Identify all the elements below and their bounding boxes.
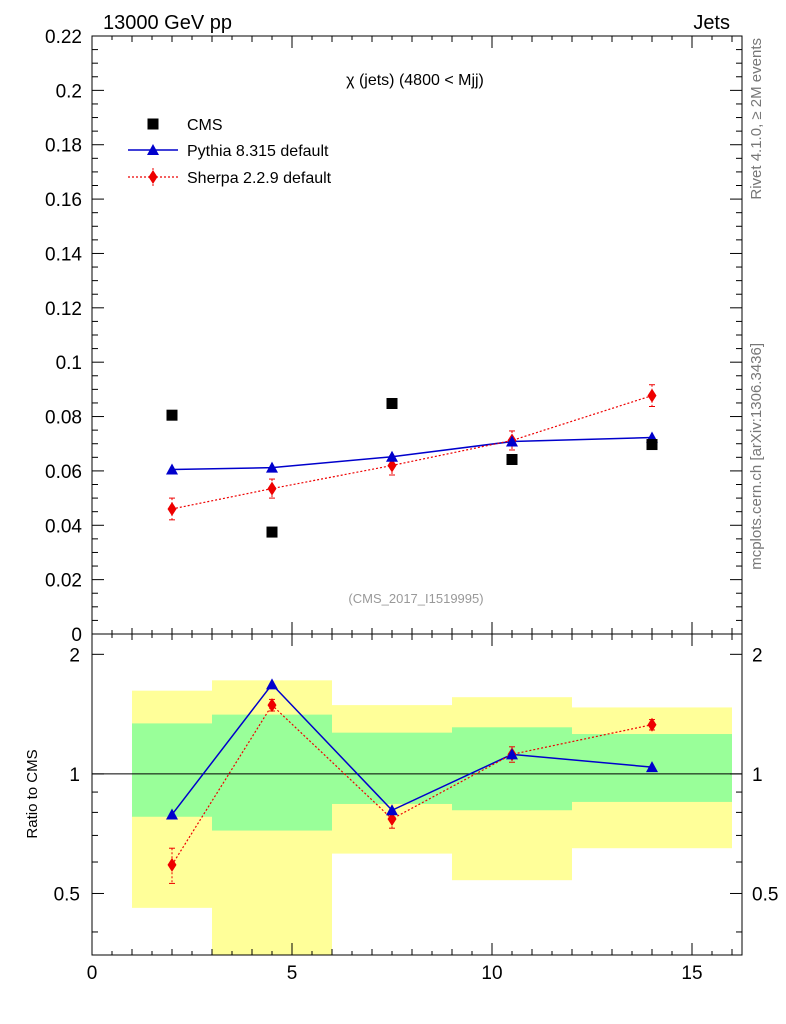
y-tick-label: 0.12 xyxy=(45,299,82,320)
ratio-sherpa-point xyxy=(387,811,397,826)
band-green-3 xyxy=(452,727,572,811)
legend-label: Sherpa 2.2.9 default xyxy=(187,170,332,187)
header-left: 13000 GeV pp xyxy=(103,12,232,34)
y-tick-label: 0.02 xyxy=(45,571,82,592)
ratio-y-tick-label: 0.5 xyxy=(54,884,80,905)
y-tick-label: 0.2 xyxy=(56,81,82,102)
ratio-pythia-point xyxy=(166,808,178,820)
sherpa-point xyxy=(647,388,657,403)
lower-frame xyxy=(91,633,743,956)
y-tick-label: 0.1 xyxy=(56,353,82,374)
band-green-2 xyxy=(332,732,452,804)
y-tick-label: 0.06 xyxy=(45,462,82,483)
ratio-y-tick-label-right: 1 xyxy=(752,765,763,786)
y-tick-label: 0 xyxy=(71,625,82,646)
legend-pythia-marker xyxy=(147,144,159,155)
cms-point xyxy=(166,409,178,421)
ratio-y-tick-label: 1 xyxy=(69,765,80,786)
pythia-point xyxy=(386,450,398,462)
ratio-pythia-point xyxy=(506,748,518,760)
ratio-pythia-point xyxy=(266,678,278,690)
sherpa-point xyxy=(387,458,397,473)
pythia-point xyxy=(266,461,278,473)
ratio-pythia-point xyxy=(386,804,398,816)
axis-ticks xyxy=(91,35,742,955)
y-tick-label: 0.18 xyxy=(45,136,82,157)
legend-label: CMS xyxy=(187,117,223,134)
y-tick-label: 0.08 xyxy=(45,408,82,429)
ratio-y-tick-label-right: 2 xyxy=(752,645,763,666)
y-tick-label: 0.22 xyxy=(45,27,82,48)
ratio-axis-label: Ratio to CMS xyxy=(24,749,41,838)
x-tick-label: 0 xyxy=(87,963,98,984)
legend: CMS Pythia 8.315 default Sherpa 2.2.9 defa… xyxy=(128,117,332,187)
axis-tick-labels: 0 5 10 15 0 0.02 0.04 0.06 0.08 0.1 0.12 0.14 0.16 0.… xyxy=(45,27,778,984)
sherpa-point xyxy=(167,501,177,516)
x-tick-label: 10 xyxy=(481,963,502,984)
header-right: Jets xyxy=(693,12,730,34)
ratio-sherpa-point xyxy=(267,698,277,713)
band-green-1 xyxy=(212,714,332,831)
x-tick-label: 15 xyxy=(681,963,702,984)
data-series xyxy=(166,384,658,884)
ratio-sherpa-point xyxy=(647,717,657,732)
analysis-watermark: (CMS_2017_I1519995) xyxy=(348,591,483,606)
x-tick-label: 5 xyxy=(287,963,298,984)
ratio-y-tick-label-right: 0.5 xyxy=(752,884,778,905)
y-tick-label: 0.16 xyxy=(45,190,82,211)
y-tick-label: 0.14 xyxy=(45,244,82,265)
mcplots-label: mcplots.cern.ch [arXiv:1306.3436] xyxy=(748,343,765,570)
cms-point xyxy=(506,453,518,465)
cms-point xyxy=(386,397,398,409)
plot-title: χ (jets) (4800 < Mjj) xyxy=(346,72,484,89)
rivet-label: Rivet 4.1.0, ≥ 2M events xyxy=(748,38,765,200)
legend-cms-marker xyxy=(147,118,159,130)
pythia-point xyxy=(506,435,518,447)
ratio-y-tick-label: 2 xyxy=(69,645,80,666)
pythia-point xyxy=(166,463,178,475)
legend-sherpa-marker xyxy=(148,170,158,184)
sherpa-point xyxy=(267,481,277,496)
ratio-sherpa-point xyxy=(167,857,177,872)
y-tick-label: 0.04 xyxy=(45,516,82,537)
cms-point xyxy=(266,526,278,538)
legend-label: Pythia 8.315 default xyxy=(187,143,329,160)
ratio-pythia-point xyxy=(646,761,658,773)
band-green-0 xyxy=(132,723,212,817)
cms-point xyxy=(646,439,658,451)
